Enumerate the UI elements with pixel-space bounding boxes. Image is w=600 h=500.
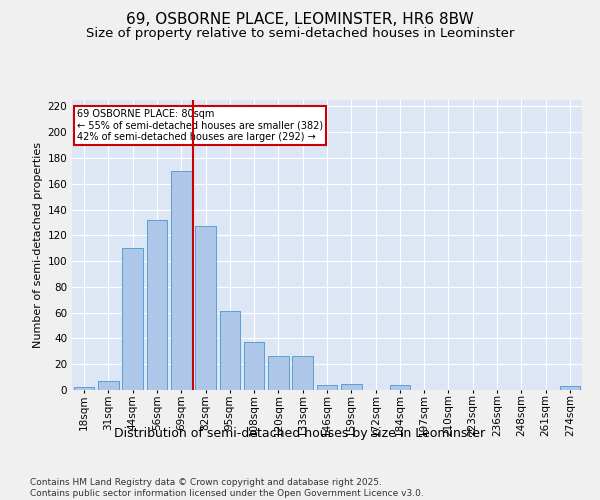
Bar — [317, 385, 337, 390]
Bar — [220, 312, 240, 390]
Bar — [341, 384, 362, 390]
Bar — [560, 386, 580, 390]
Bar — [268, 356, 289, 390]
Bar — [389, 385, 410, 390]
Text: 69 OSBORNE PLACE: 80sqm
← 55% of semi-detached houses are smaller (382)
42% of s: 69 OSBORNE PLACE: 80sqm ← 55% of semi-de… — [77, 108, 323, 142]
Text: Distribution of semi-detached houses by size in Leominster: Distribution of semi-detached houses by … — [115, 428, 485, 440]
Text: 69, OSBORNE PLACE, LEOMINSTER, HR6 8BW: 69, OSBORNE PLACE, LEOMINSTER, HR6 8BW — [126, 12, 474, 28]
Bar — [74, 388, 94, 390]
Bar — [122, 248, 143, 390]
Text: Contains HM Land Registry data © Crown copyright and database right 2025.
Contai: Contains HM Land Registry data © Crown c… — [30, 478, 424, 498]
Text: Size of property relative to semi-detached houses in Leominster: Size of property relative to semi-detach… — [86, 28, 514, 40]
Bar — [171, 171, 191, 390]
Bar — [98, 381, 119, 390]
Bar — [244, 342, 265, 390]
Bar — [195, 226, 216, 390]
Bar — [146, 220, 167, 390]
Bar — [292, 356, 313, 390]
Y-axis label: Number of semi-detached properties: Number of semi-detached properties — [33, 142, 43, 348]
